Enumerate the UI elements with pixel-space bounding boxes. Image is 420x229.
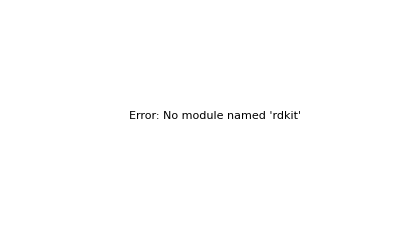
- Text: Error: No module named 'rdkit': Error: No module named 'rdkit': [129, 111, 301, 121]
